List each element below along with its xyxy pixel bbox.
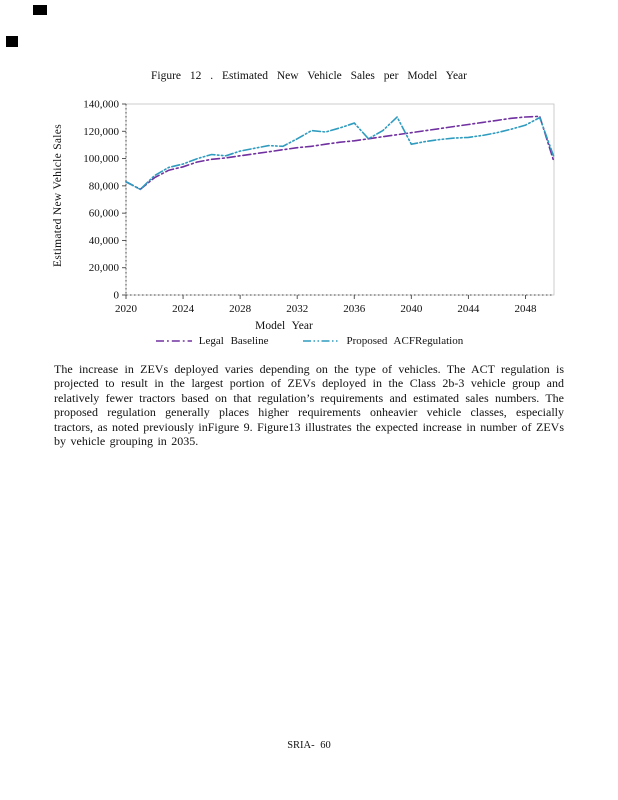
- legend-item-proposed-acf: Proposed ACFRegulation: [302, 335, 463, 347]
- legend-label: Legal Baseline: [198, 335, 269, 347]
- body-paragraph: The increase in ZEVs deployed varies dep…: [54, 362, 564, 449]
- svg-text:2040: 2040: [400, 303, 423, 315]
- svg-text:60,000: 60,000: [89, 208, 120, 220]
- scan-artifact: [33, 5, 47, 15]
- svg-text:40,000: 40,000: [89, 235, 120, 247]
- chart-legend: Legal Baseline Proposed ACFRegulation: [0, 335, 618, 347]
- legend-item-legal-baseline: Legal Baseline: [155, 335, 269, 347]
- svg-text:2028: 2028: [229, 303, 252, 315]
- svg-text:120,000: 120,000: [83, 126, 119, 138]
- legend-line-swatch: [155, 340, 192, 342]
- page-number: SRIA- 60: [287, 740, 331, 751]
- svg-text:2044: 2044: [457, 303, 480, 315]
- svg-text:0: 0: [114, 290, 120, 302]
- svg-text:80,000: 80,000: [89, 180, 120, 192]
- svg-text:100,000: 100,000: [83, 153, 119, 165]
- svg-text:2020: 2020: [115, 303, 138, 315]
- svg-text:2024: 2024: [172, 303, 195, 315]
- y-axis-label: Estimated New Vehicle Sales: [52, 124, 64, 268]
- sales-chart-svg: 0 20,000 40,000 60,000 80,000 100,000 120,000 1…: [83, 99, 555, 315]
- scan-artifact: [6, 36, 18, 47]
- figure-caption: Figure 12 . Estimated New Vehicle Sales …: [150, 70, 467, 82]
- chart-area: 0 20,000 40,000 60,000 80,000 100,000 120,000 1…: [68, 92, 560, 329]
- x-axis-label: Model Year: [255, 320, 313, 332]
- svg-text:2048: 2048: [514, 303, 537, 315]
- svg-text:20,000: 20,000: [89, 262, 120, 274]
- svg-text:2032: 2032: [286, 303, 308, 315]
- legend-label: Proposed ACFRegulation: [346, 335, 464, 347]
- svg-text:140,000: 140,000: [83, 99, 119, 111]
- legend-line-swatch: [303, 340, 340, 342]
- svg-text:2036: 2036: [343, 303, 366, 315]
